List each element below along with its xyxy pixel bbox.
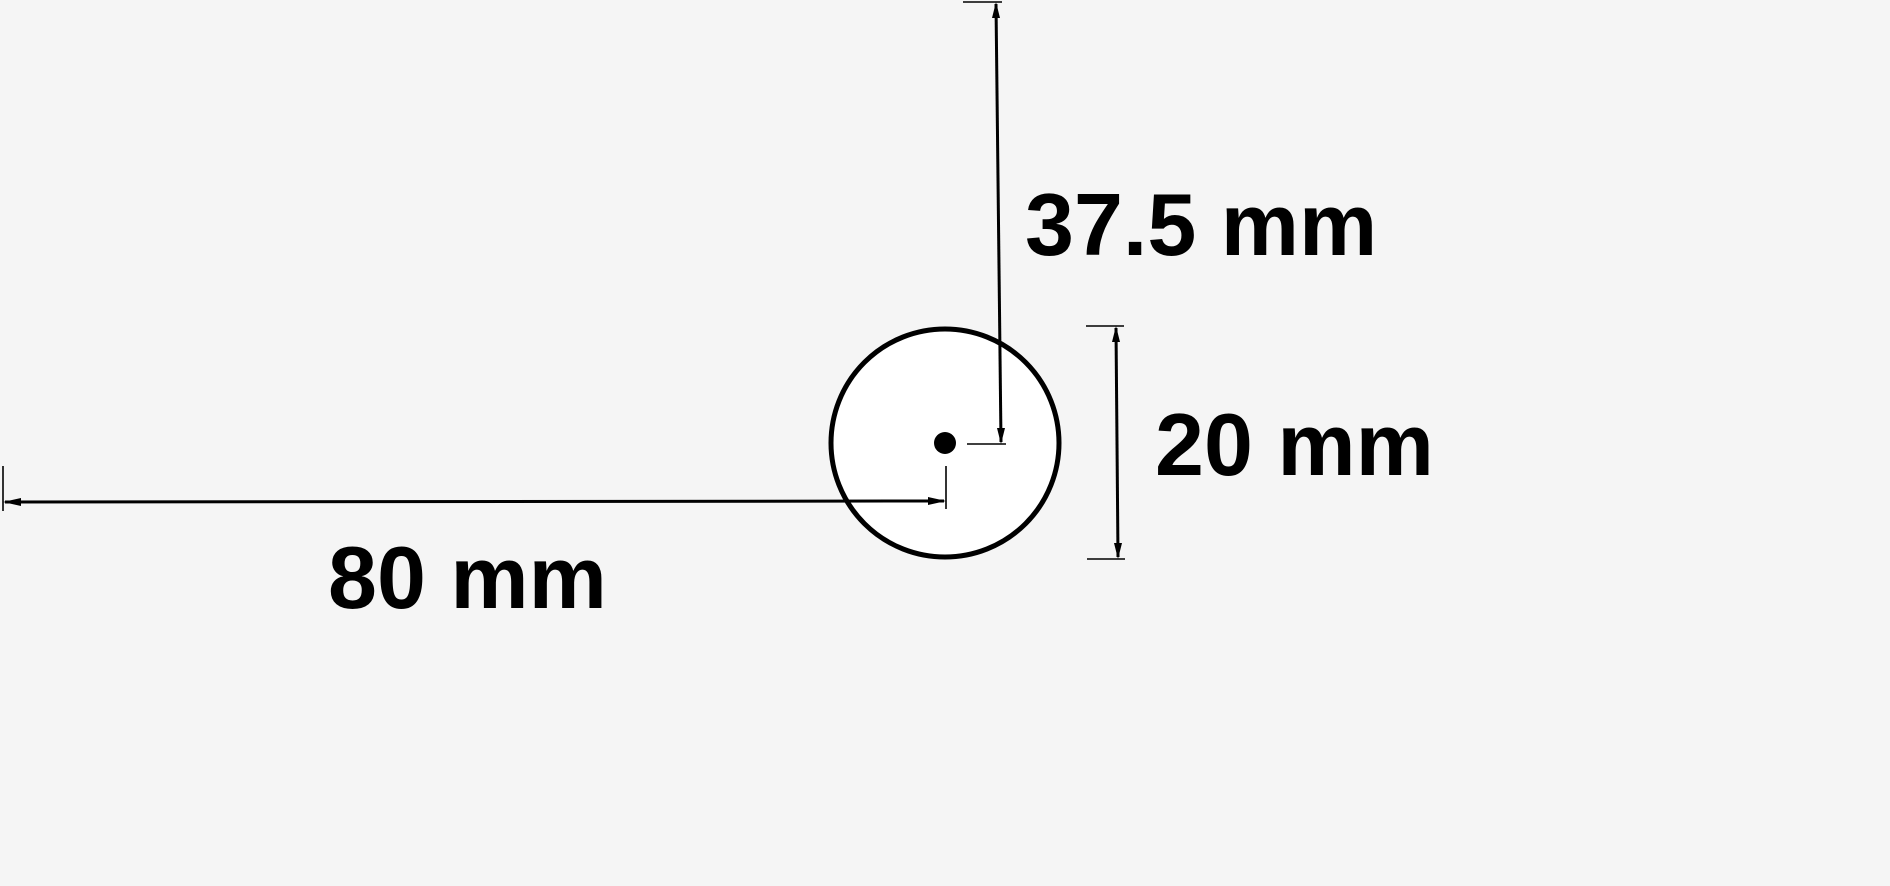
horizontal-offset-dimension: 80 mm: [2, 466, 947, 627]
hole-diameter-dimension: 20 mm: [1086, 325, 1434, 560]
vertical-offset-bottom-arrow: [997, 428, 1005, 444]
center-point: [934, 432, 956, 454]
hole-diameter-top-arrow: [1112, 326, 1120, 342]
hole-diameter-label: 20 mm: [1155, 395, 1434, 494]
vertical-offset-label: 37.5 mm: [1025, 175, 1377, 274]
horizontal-offset-label: 80 mm: [328, 528, 607, 627]
hole-diameter-bottom-arrow: [1114, 543, 1122, 559]
horizontal-offset-left-arrow: [3, 498, 21, 506]
horizontal-offset-dimension-line: [4, 499, 945, 504]
vertical-offset-dimension: 37.5 mm: [963, 1, 1377, 445]
vertical-offset-top-arrow: [992, 2, 1000, 18]
horizontal-offset-right-arrow: [928, 497, 946, 505]
hole-diameter-dimension-line: [1114, 327, 1120, 558]
vertical-offset-dimension-line: [994, 3, 1003, 443]
